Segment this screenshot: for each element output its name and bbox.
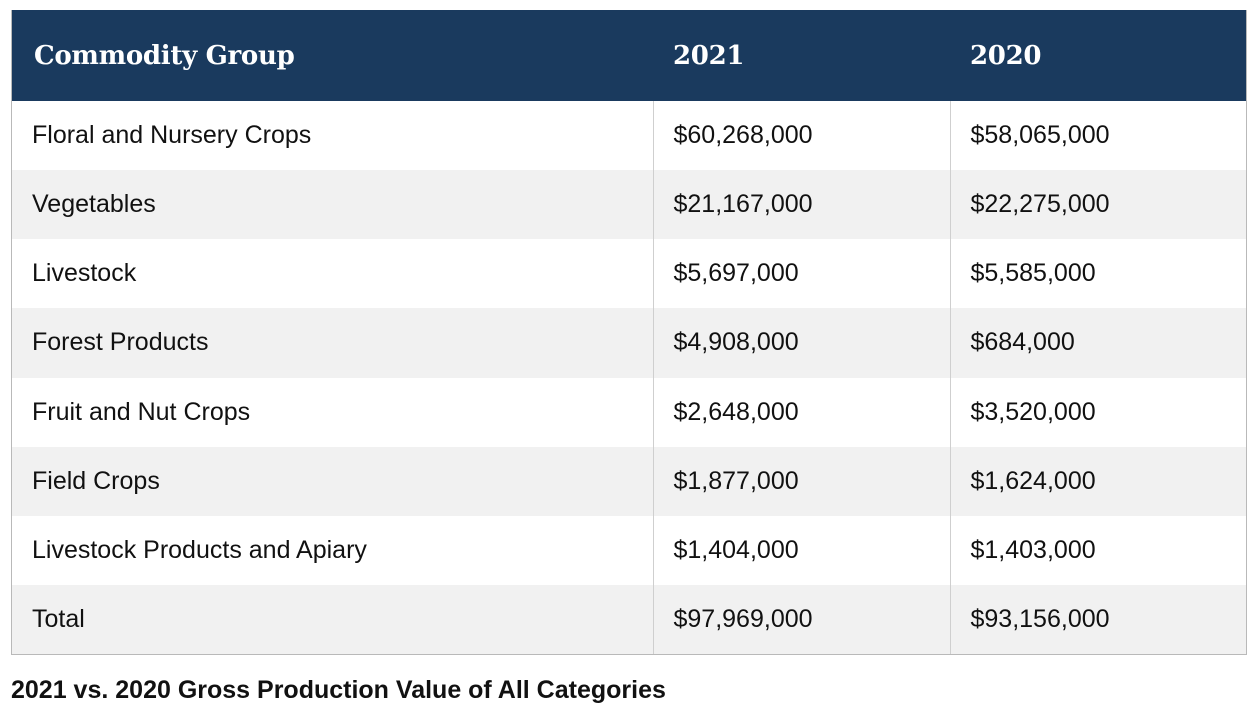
commodity-name: Vegetables xyxy=(32,190,156,219)
table-row: Livestock $5,697,000 $5,585,000 xyxy=(12,239,1246,309)
table-row: Field Crops $1,877,000 $1,624,000 xyxy=(12,446,1246,516)
value-2020: $5,585,000 xyxy=(949,239,1246,309)
value-2021: $21,167,000 xyxy=(652,170,950,240)
value-2020: $22,275,000 xyxy=(949,170,1246,240)
value-2021: $5,697,000 xyxy=(652,239,950,309)
commodity-name: Total xyxy=(32,604,85,633)
value-2021: $4,908,000 xyxy=(652,308,950,378)
table-row: Forest Products $4,908,000 $684,000 xyxy=(12,308,1246,378)
header-2021: 2021 xyxy=(673,40,745,71)
commodity-name: Fruit and Nut Crops xyxy=(32,397,251,426)
commodity-name: Forest Products xyxy=(32,328,209,357)
value-2021: $1,404,000 xyxy=(652,515,950,585)
table-row: Floral and Nursery Crops $60,268,000 $58… xyxy=(12,101,1246,171)
production-table: Commodity Group 2021 2020 Floral and Nur… xyxy=(12,10,1246,654)
value-2020: $684,000 xyxy=(949,308,1246,378)
value-2020: $1,624,000 xyxy=(949,446,1246,516)
value-2020: $3,520,000 xyxy=(949,377,1246,447)
table-row: Fruit and Nut Crops $2,648,000 $3,520,00… xyxy=(12,377,1246,447)
value-2020: $93,156,000 xyxy=(949,584,1246,654)
commodity-name: Livestock Products and Apiary xyxy=(32,535,367,564)
commodity-name: Field Crops xyxy=(32,466,160,495)
value-2021: $1,877,000 xyxy=(652,446,950,516)
value-2020: $58,065,000 xyxy=(949,101,1246,171)
value-2021: $60,268,000 xyxy=(652,101,950,171)
table-row-total: Total $97,969,000 $93,156,000 xyxy=(12,584,1246,654)
header-2020: 2020 xyxy=(970,40,1042,71)
commodity-name: Floral and Nursery Crops xyxy=(32,121,312,150)
value-2021: $97,969,000 xyxy=(652,584,950,654)
value-2021: $2,648,000 xyxy=(652,377,950,447)
table-caption: 2021 vs. 2020 Gross Production Value of … xyxy=(11,676,666,704)
commodity-name: Livestock xyxy=(32,259,137,288)
production-table-container: Commodity Group 2021 2020 Floral and Nur… xyxy=(11,10,1247,655)
table-row: Livestock Products and Apiary $1,404,000… xyxy=(12,515,1246,585)
header-commodity-group: Commodity Group xyxy=(34,40,295,71)
table-header-row: Commodity Group 2021 2020 xyxy=(12,10,1246,101)
value-2020: $1,403,000 xyxy=(949,515,1246,585)
table-row: Vegetables $21,167,000 $22,275,000 xyxy=(12,170,1246,240)
